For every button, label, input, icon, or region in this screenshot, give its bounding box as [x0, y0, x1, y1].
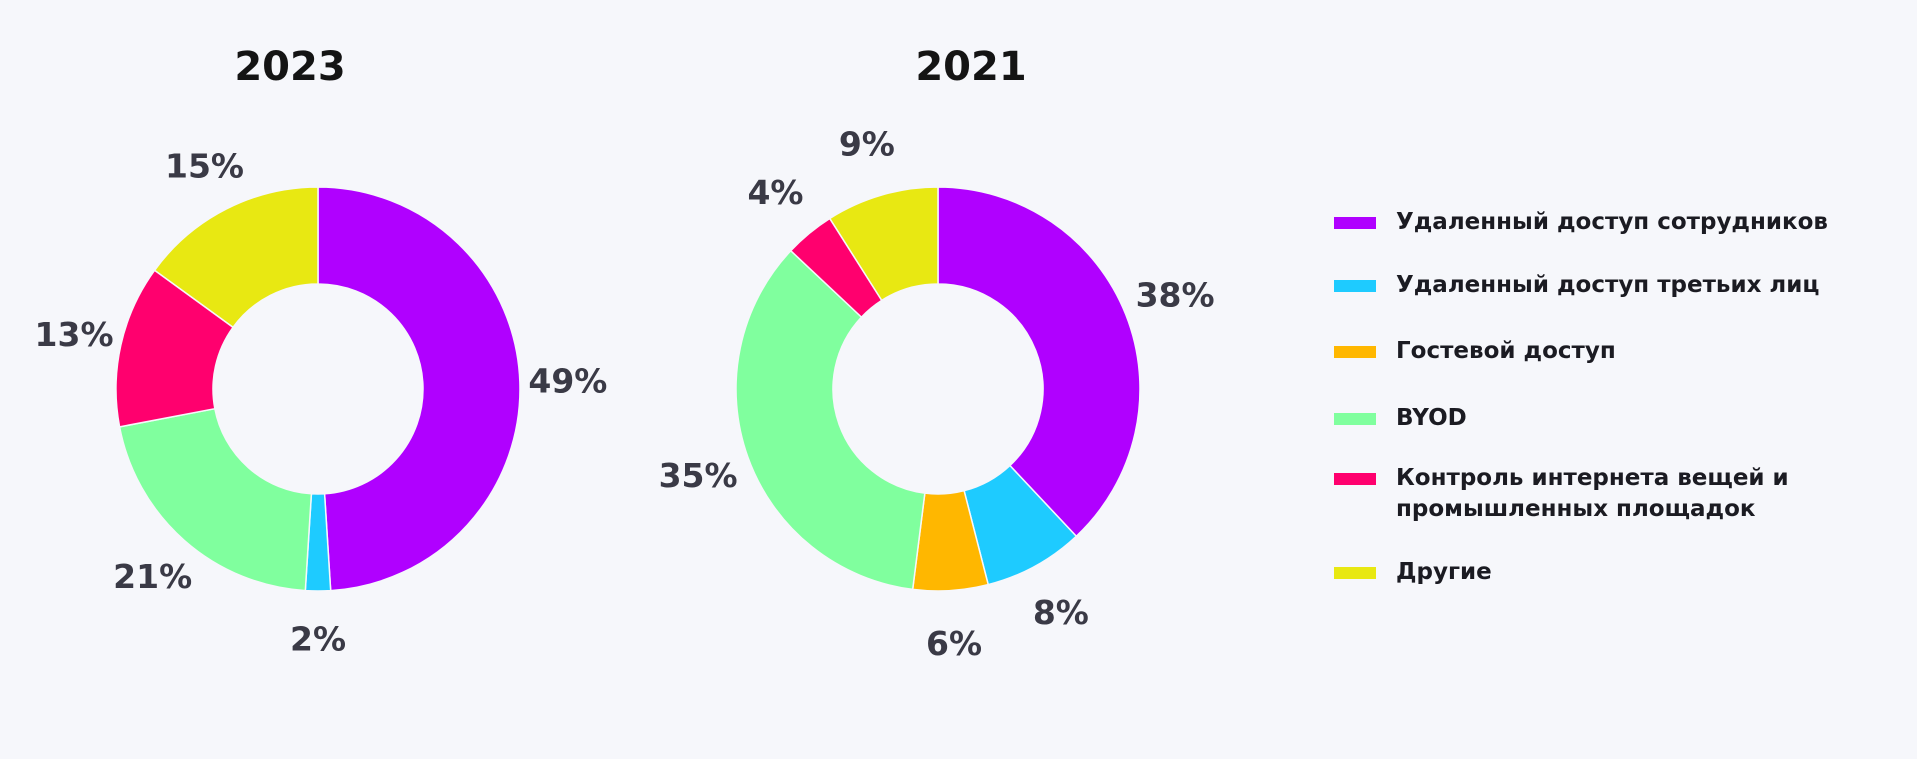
legend-label: BYOD [1396, 405, 1467, 431]
legend-swatch [1334, 413, 1376, 425]
donut-slice [118, 407, 313, 592]
donut-slice [937, 186, 1141, 538]
data-label: 21% [113, 557, 192, 596]
donut-slice [735, 249, 926, 591]
chart-title-2023: 2023 [234, 44, 345, 90]
legend-swatch [1334, 473, 1376, 485]
legend-item-iot-control: Контроль интернета вещей и промышленных … [1334, 463, 1789, 525]
data-label: 49% [528, 362, 607, 401]
legend-label: Гостевой доступ [1396, 338, 1616, 364]
legend-item-remote-employees: Удаленный доступ сотрудников [1334, 207, 1828, 238]
data-label: 15% [165, 147, 244, 186]
data-label: 13% [35, 315, 114, 354]
data-label: 35% [659, 456, 738, 495]
legend-swatch [1334, 567, 1376, 579]
data-label: 6% [926, 624, 982, 663]
data-label: 38% [1136, 276, 1215, 315]
legend-label: Удаленный доступ сотрудников [1396, 209, 1828, 235]
legend-item-remote-third-parties: Удаленный доступ третьих лиц [1334, 270, 1819, 301]
legend-swatch [1334, 346, 1376, 358]
donut-slice [828, 186, 939, 302]
donut-chart-2023: 2023 49% 2% 21% 13% 15% [35, 44, 608, 659]
legend-item-other: Другие [1334, 557, 1492, 588]
data-label: 4% [747, 173, 803, 212]
donut-chart-2021: 2021 38% 8% 6% 35% 4% 9% [659, 44, 1215, 663]
data-label: 2% [290, 620, 346, 659]
legend-swatch [1334, 280, 1376, 292]
legend-label: Другие [1396, 559, 1492, 585]
chart-title-2021: 2021 [915, 44, 1026, 90]
data-label: 9% [839, 125, 895, 164]
legend-item-byod: BYOD [1334, 403, 1467, 434]
legend-swatch [1334, 217, 1376, 229]
donut-slice [317, 186, 521, 592]
legend-item-guest-access: Гостевой доступ [1334, 336, 1616, 367]
donut-slice [153, 186, 319, 329]
legend-label: Контроль интернета вещей и промышленных … [1396, 465, 1789, 522]
data-label: 8% [1033, 593, 1089, 632]
legend-label: Удаленный доступ третьих лиц [1396, 272, 1820, 298]
